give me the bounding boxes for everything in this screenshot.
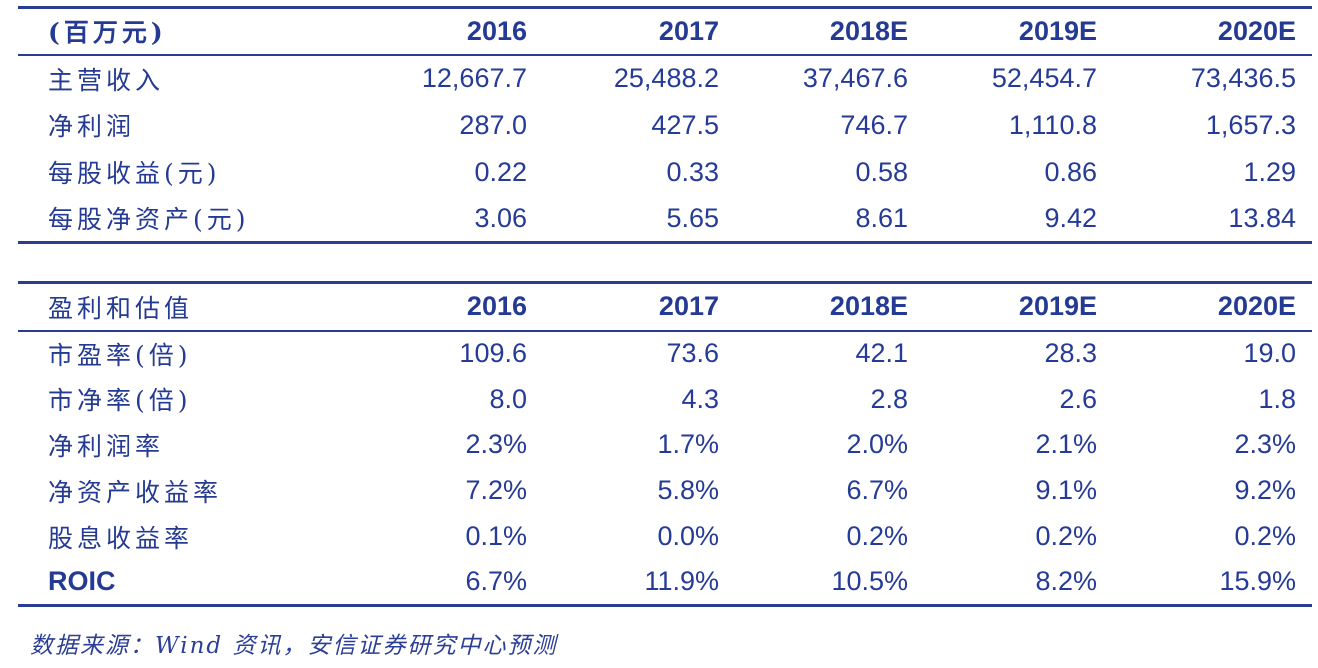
value-cell: 2.1%: [1035, 429, 1097, 460]
row-label: 净利润率: [48, 431, 165, 461]
value-cell: 12,667.7: [421, 63, 527, 93]
value-cell: 9.1%: [1035, 475, 1097, 506]
table-row-net-margin: 净利润率 2.3% 1.7% 2.0% 2.1% 2.3%: [18, 422, 1312, 468]
value-cell: 2.3%: [465, 429, 527, 460]
value-cell: 0.2%: [1035, 521, 1097, 552]
value-cell: 0.2%: [1234, 521, 1296, 552]
section-title: 盈利和估值: [48, 293, 194, 323]
value-cell: 15.9%: [1219, 566, 1296, 597]
table-row-pb: 市净率(倍) 8.0 4.3 2.8 2.6 1.8: [18, 376, 1312, 422]
value-cell: 1.7%: [657, 429, 719, 460]
year-header-2018e: 2018E: [829, 15, 908, 46]
year-header-2016: 2016: [466, 15, 527, 46]
value-cell: 0.2%: [846, 521, 908, 552]
value-cell: 6.7%: [846, 475, 908, 506]
table1-header-row: (百万元) 2016 2017 2018E 2019E 2020E: [18, 8, 1312, 55]
value-cell: 73,436.5: [1190, 63, 1296, 93]
value-cell: 9.2%: [1234, 475, 1296, 506]
table-row-pe: 市盈率(倍) 109.6 73.6 42.1 28.3 19.0: [18, 331, 1312, 377]
year-header-2020e: 2020E: [1217, 291, 1296, 322]
value-cell: 6.7%: [465, 566, 527, 597]
value-cell: 2.3%: [1234, 429, 1296, 460]
value-cell: 42.1: [855, 338, 908, 369]
value-cell: 8.2%: [1035, 566, 1097, 597]
year-header-2020e: 2020E: [1217, 15, 1296, 46]
table-row-net-profit: 净利润 287.0 427.5 746.7 1,110.8 1,657.3: [18, 102, 1312, 149]
row-label: 净利润: [48, 112, 136, 141]
financial-forecast-table: (百万元) 2016 2017 2018E 2019E 2020E 主营收入 1…: [18, 6, 1312, 244]
value-cell: 25,488.2: [613, 63, 719, 93]
value-cell: 13.84: [1228, 202, 1296, 233]
table2-header-row: 盈利和估值 2016 2017 2018E 2019E 2020E: [18, 283, 1312, 331]
value-cell: 1,110.8: [1008, 109, 1097, 140]
value-cell: 0.1%: [465, 521, 527, 552]
year-header-2018e: 2018E: [829, 291, 908, 322]
value-cell: 5.8%: [657, 475, 719, 506]
value-cell: 746.7: [840, 109, 908, 140]
value-cell: 5.65: [666, 202, 719, 233]
table-row-roic: ROIC 6.7% 11.9% 10.5% 8.2% 15.9%: [18, 559, 1312, 605]
value-cell: 19.0: [1243, 338, 1296, 369]
value-cell: 9.42: [1044, 202, 1097, 233]
row-label: 市盈率(倍): [48, 340, 192, 370]
value-cell: 0.33: [666, 156, 719, 187]
year-header-2016: 2016: [466, 291, 527, 322]
year-header-2019e: 2019E: [1018, 291, 1097, 322]
row-label: 市净率(倍): [48, 386, 192, 416]
row-label: 股息收益率: [48, 523, 194, 553]
value-cell: 427.5: [651, 109, 719, 140]
data-source-note: 数据来源：Wind 资讯，安信证券研究中心预测: [30, 633, 558, 659]
value-cell: 0.86: [1044, 156, 1097, 187]
value-cell: 10.5%: [831, 566, 908, 597]
table-row-dividend-yield: 股息收益率 0.1% 0.0% 0.2% 0.2% 0.2%: [18, 514, 1312, 560]
value-cell: 28.3: [1044, 338, 1097, 369]
value-cell: 11.9%: [644, 566, 719, 597]
unit-label: (百万元): [48, 18, 167, 48]
value-cell: 2.6: [1059, 383, 1097, 414]
value-cell: 7.2%: [465, 475, 527, 506]
value-cell: 8.0: [489, 383, 527, 414]
value-cell: 1.8: [1258, 383, 1296, 414]
row-label: 每股净资产(元): [48, 205, 250, 235]
value-cell: 109.6: [459, 338, 527, 369]
value-cell: 3.06: [474, 202, 527, 233]
valuation-table: 盈利和估值 2016 2017 2018E 2019E 2020E 市盈率(倍)…: [18, 281, 1312, 607]
year-header-2019e: 2019E: [1018, 15, 1097, 46]
table-row-bvps: 每股净资产(元) 3.06 5.65 8.61 9.42 13.84: [18, 196, 1312, 243]
table-row-revenue: 主营收入 12,667.7 25,488.2 37,467.6 52,454.7…: [18, 55, 1312, 102]
value-cell: 73.6: [666, 338, 719, 369]
table-row-roe: 净资产收益率 7.2% 5.8% 6.7% 9.1% 9.2%: [18, 468, 1312, 514]
row-label: ROIC: [48, 566, 116, 597]
value-cell: 37,467.6: [802, 63, 908, 93]
value-cell: 1.29: [1243, 156, 1296, 187]
value-cell: 52,454.7: [991, 63, 1097, 93]
row-label: 主营收入: [48, 65, 165, 95]
year-header-2017: 2017: [658, 291, 719, 322]
value-cell: 2.8: [870, 383, 908, 414]
value-cell: 287.0: [459, 109, 527, 140]
value-cell: 1,657.3: [1205, 109, 1296, 140]
value-cell: 4.3: [681, 383, 719, 414]
value-cell: 8.61: [855, 202, 908, 233]
row-label: 净资产收益率: [48, 477, 223, 507]
row-label: 每股收益(元): [48, 159, 221, 188]
table-row-eps: 每股收益(元) 0.22 0.33 0.58 0.86 1.29: [18, 149, 1312, 196]
year-header-2017: 2017: [658, 15, 719, 46]
value-cell: 0.58: [855, 156, 908, 187]
value-cell: 0.0%: [657, 521, 719, 552]
value-cell: 0.22: [474, 156, 527, 187]
value-cell: 2.0%: [846, 429, 908, 460]
